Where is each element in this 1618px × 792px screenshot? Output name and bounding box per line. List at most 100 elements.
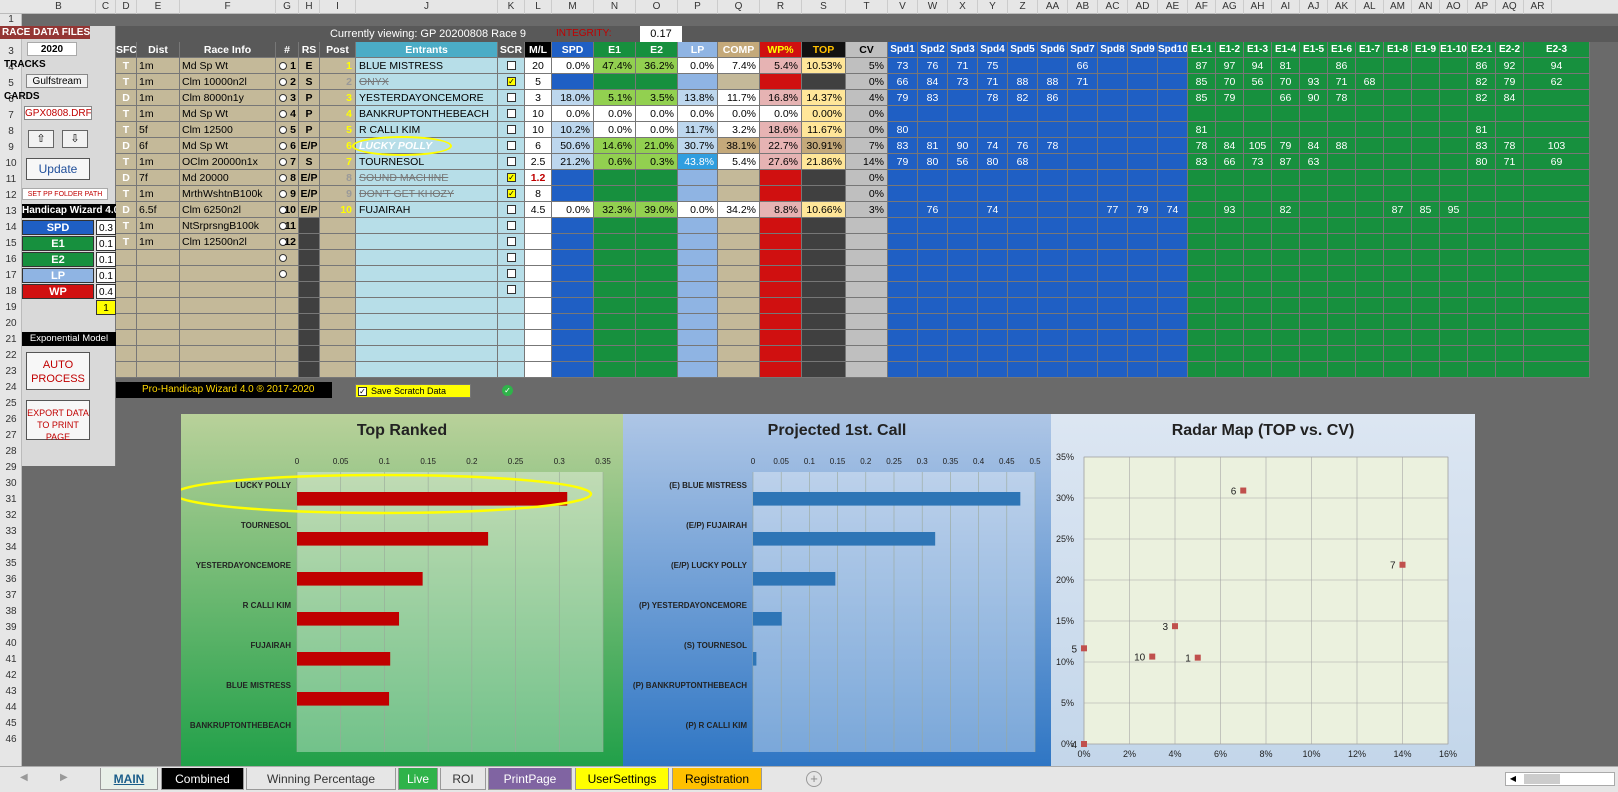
- cell-e2-fig[interactable]: [1496, 250, 1524, 266]
- cell-e1-fig[interactable]: [1300, 346, 1328, 362]
- cell-e1-fig[interactable]: [1412, 138, 1440, 154]
- row-number[interactable]: 25: [5, 398, 17, 409]
- cell-wp[interactable]: 5.4%: [760, 58, 802, 74]
- cell-e1-fig[interactable]: [1356, 234, 1384, 250]
- cell-top[interactable]: [802, 218, 846, 234]
- cell-spd-fig[interactable]: 73: [888, 58, 918, 74]
- cell-e1-fig[interactable]: [1300, 298, 1328, 314]
- cell-entrant[interactable]: YESTERDAYONCEMORE: [356, 90, 498, 106]
- radio-button[interactable]: [279, 110, 287, 118]
- cell-e1-fig[interactable]: [1188, 202, 1216, 218]
- cell-e2-fig[interactable]: [1468, 362, 1496, 378]
- cell-spd-fig[interactable]: [1008, 282, 1038, 298]
- cell-spd-fig[interactable]: [1158, 186, 1188, 202]
- cell-spd-fig[interactable]: 78: [978, 90, 1008, 106]
- row-number[interactable]: 37: [5, 590, 17, 601]
- cell-lp[interactable]: [678, 362, 718, 378]
- cell-radio[interactable]: [276, 330, 299, 346]
- cell-spd[interactable]: [552, 298, 594, 314]
- cell-entrant[interactable]: [356, 218, 498, 234]
- row-number[interactable]: 3: [8, 46, 14, 57]
- cell-dist[interactable]: [137, 250, 180, 266]
- cell-e2[interactable]: [636, 346, 678, 362]
- cell-cv[interactable]: 0%: [846, 122, 888, 138]
- cell-sfc[interactable]: T: [116, 154, 137, 170]
- cell-race-info[interactable]: [180, 250, 276, 266]
- cell-e1-fig[interactable]: [1384, 250, 1412, 266]
- cell-e2[interactable]: 3.5%: [636, 90, 678, 106]
- cell-morning-line[interactable]: [525, 330, 552, 346]
- cell-spd-fig[interactable]: 75: [978, 58, 1008, 74]
- cell-sfc[interactable]: [116, 266, 137, 282]
- cell-running-style[interactable]: E: [299, 58, 320, 74]
- cell-cv[interactable]: [846, 218, 888, 234]
- cell-e1-fig[interactable]: 66: [1216, 154, 1244, 170]
- cell-e2-fig[interactable]: [1496, 106, 1524, 122]
- cell-lp[interactable]: 43.8%: [678, 154, 718, 170]
- cell-e2[interactable]: 39.0%: [636, 202, 678, 218]
- cell-e1-fig[interactable]: [1356, 58, 1384, 74]
- cell-spd-fig[interactable]: [888, 314, 918, 330]
- cell-spd-fig[interactable]: [1068, 234, 1098, 250]
- cell-spd-fig[interactable]: [948, 314, 978, 330]
- cell-e2-fig[interactable]: [1524, 218, 1590, 234]
- set-pp-folder-button[interactable]: SET PP FOLDER PATH: [22, 188, 108, 200]
- cell-sfc[interactable]: [116, 282, 137, 298]
- cell-spd-fig[interactable]: [1128, 154, 1158, 170]
- column-letter[interactable]: O: [636, 0, 678, 14]
- cell-morning-line[interactable]: [525, 234, 552, 250]
- cell-sfc[interactable]: D: [116, 138, 137, 154]
- scratch-checkbox[interactable]: [507, 269, 516, 278]
- cell-sfc[interactable]: T: [116, 58, 137, 74]
- cell-radio[interactable]: 10: [276, 202, 299, 218]
- cell-e1-fig[interactable]: 71: [1328, 74, 1356, 90]
- cell-wp[interactable]: [760, 218, 802, 234]
- cell-spd-fig[interactable]: [918, 122, 948, 138]
- cell-morning-line[interactable]: 6: [525, 138, 552, 154]
- cell-spd-fig[interactable]: [1128, 298, 1158, 314]
- cell-e1[interactable]: [594, 330, 636, 346]
- cell-spd-fig[interactable]: [978, 362, 1008, 378]
- cell-spd-fig[interactable]: [1038, 154, 1068, 170]
- cell-e1-fig[interactable]: [1272, 122, 1300, 138]
- cell-e1-fig[interactable]: 97: [1216, 58, 1244, 74]
- cell-race-info[interactable]: NtSrprsngB100k: [180, 218, 276, 234]
- cell-e1-fig[interactable]: [1272, 282, 1300, 298]
- cell-e1-fig[interactable]: [1356, 346, 1384, 362]
- cell-e1-fig[interactable]: [1440, 138, 1468, 154]
- cell-radio[interactable]: 6: [276, 138, 299, 154]
- cell-scratch[interactable]: [498, 346, 525, 362]
- cell-spd-fig[interactable]: [1128, 170, 1158, 186]
- column-letter[interactable]: V: [888, 0, 918, 14]
- cell-post[interactable]: 7: [320, 154, 356, 170]
- row-number[interactable]: 15: [5, 238, 17, 249]
- cell-lp[interactable]: 11.7%: [678, 122, 718, 138]
- cell-e1-fig[interactable]: [1188, 186, 1216, 202]
- cell-spd-fig[interactable]: [1158, 74, 1188, 90]
- cell-e1-fig[interactable]: [1356, 186, 1384, 202]
- cell-spd-fig[interactable]: [1038, 218, 1068, 234]
- cell-post[interactable]: [320, 234, 356, 250]
- cell-running-style[interactable]: [299, 250, 320, 266]
- column-letter[interactable]: S: [802, 0, 846, 14]
- cell-running-style[interactable]: P: [299, 122, 320, 138]
- cell-spd-fig[interactable]: [1068, 138, 1098, 154]
- row-number[interactable]: 32: [5, 510, 17, 521]
- cell-wp[interactable]: [760, 250, 802, 266]
- cell-e1-fig[interactable]: [1412, 122, 1440, 138]
- column-letter[interactable]: AD: [1128, 0, 1158, 14]
- cell-sfc[interactable]: [116, 330, 137, 346]
- cell-e1-fig[interactable]: [1412, 218, 1440, 234]
- cell-e1-fig[interactable]: [1356, 282, 1384, 298]
- cell-e1-fig[interactable]: [1356, 250, 1384, 266]
- cell-e1-fig[interactable]: [1440, 122, 1468, 138]
- cell-lp[interactable]: [678, 282, 718, 298]
- cell-lp[interactable]: 0.0%: [678, 58, 718, 74]
- cell-e1-fig[interactable]: 87: [1188, 58, 1216, 74]
- cell-scratch[interactable]: [498, 266, 525, 282]
- radio-button[interactable]: [279, 238, 287, 246]
- cell-e1-fig[interactable]: [1300, 58, 1328, 74]
- cell-e1-fig[interactable]: 93: [1216, 202, 1244, 218]
- cell-e1-fig[interactable]: [1244, 90, 1272, 106]
- cell-spd-fig[interactable]: [1008, 106, 1038, 122]
